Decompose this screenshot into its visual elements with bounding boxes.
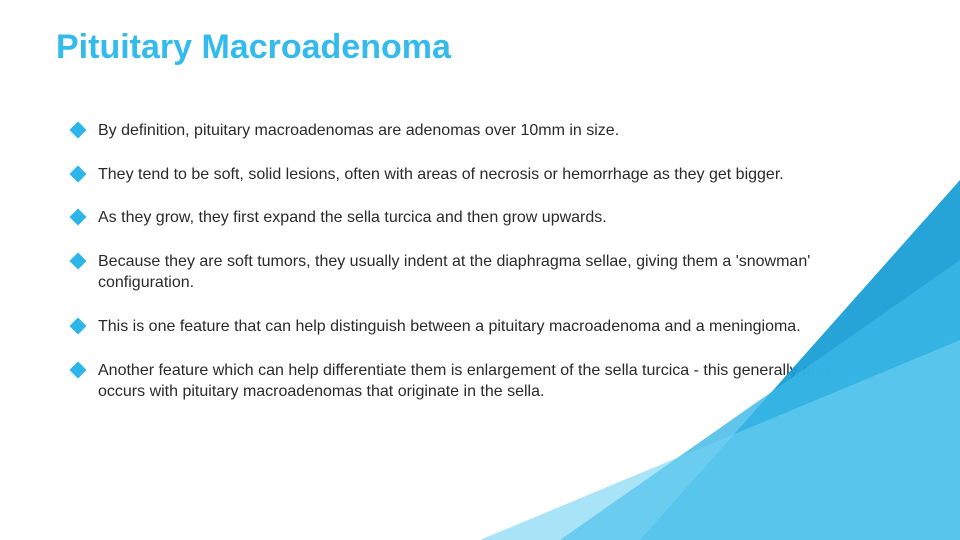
list-item: This is one feature that can help distin… — [72, 316, 832, 338]
diamond-bullet-icon — [70, 209, 87, 226]
diamond-bullet-icon — [70, 252, 87, 269]
diamond-bullet-icon — [70, 165, 87, 182]
list-item: By definition, pituitary macroadenomas a… — [72, 120, 832, 142]
list-item-text: This is one feature that can help distin… — [98, 316, 832, 338]
diamond-bullet-icon — [70, 122, 87, 139]
slide-title: Pituitary Macroadenoma — [56, 28, 451, 67]
list-item-text: As they grow, they first expand the sell… — [98, 207, 832, 229]
list-item-text: Because they are soft tumors, they usual… — [98, 251, 832, 294]
list-item-text: By definition, pituitary macroadenomas a… — [98, 120, 832, 142]
list-item: As they grow, they first expand the sell… — [72, 207, 832, 229]
slide: Pituitary Macroadenoma By definition, pi… — [0, 0, 960, 540]
diamond-bullet-icon — [70, 361, 87, 378]
list-item: They tend to be soft, solid lesions, oft… — [72, 164, 832, 186]
list-item-text: They tend to be soft, solid lesions, oft… — [98, 164, 832, 186]
bullet-list: By definition, pituitary macroadenomas a… — [72, 120, 832, 425]
list-item: Another feature which can help different… — [72, 360, 832, 403]
diamond-bullet-icon — [70, 317, 87, 334]
list-item: Because they are soft tumors, they usual… — [72, 251, 832, 294]
list-item-text: Another feature which can help different… — [98, 360, 832, 403]
